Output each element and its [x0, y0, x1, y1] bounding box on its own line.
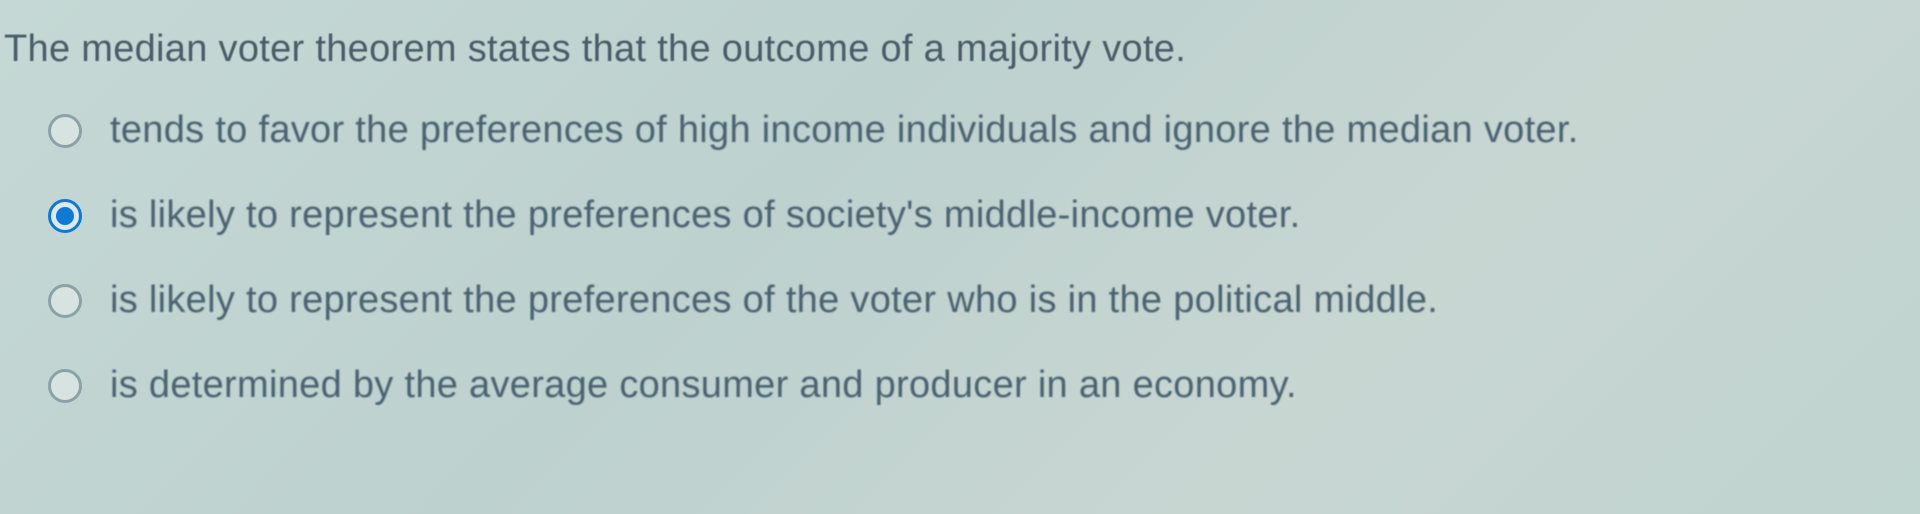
- option-1[interactable]: is likely to represent the preferences o…: [48, 194, 1916, 237]
- radio-icon: [48, 369, 82, 403]
- radio-icon: [48, 199, 82, 233]
- option-label: is likely to represent the preferences o…: [110, 279, 1438, 322]
- option-2[interactable]: is likely to represent the preferences o…: [48, 279, 1916, 322]
- option-label: is determined by the average consumer an…: [110, 364, 1297, 407]
- question-prompt: The median voter theorem states that the…: [4, 28, 1916, 71]
- option-label: is likely to represent the preferences o…: [110, 194, 1301, 237]
- options-group: tends to favor the preferences of high i…: [4, 109, 1916, 407]
- radio-icon: [48, 114, 82, 148]
- option-label: tends to favor the preferences of high i…: [110, 109, 1579, 152]
- radio-icon: [48, 284, 82, 318]
- option-0[interactable]: tends to favor the preferences of high i…: [48, 109, 1916, 152]
- option-3[interactable]: is determined by the average consumer an…: [48, 364, 1916, 407]
